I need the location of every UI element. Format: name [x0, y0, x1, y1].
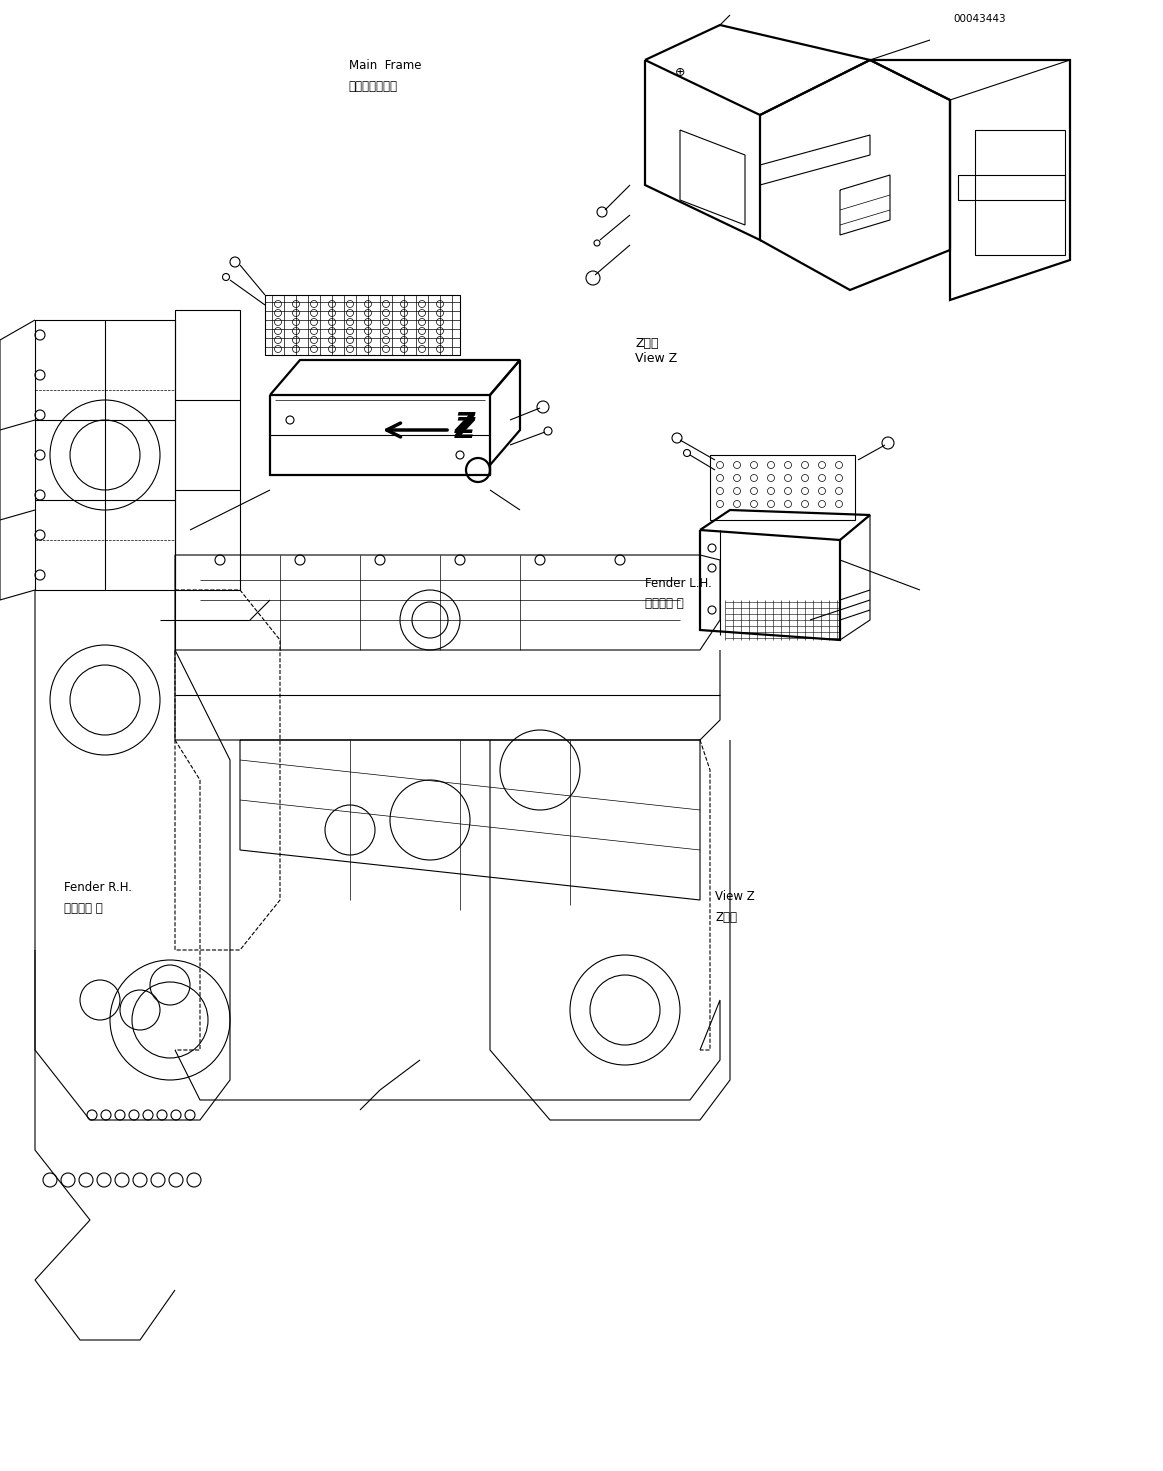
Text: Z　視: Z 視 [635, 337, 658, 350]
Text: ⊕: ⊕ [675, 66, 685, 78]
Text: Fender R.H.: Fender R.H. [64, 881, 131, 894]
Text: フェンダ 右: フェンダ 右 [64, 902, 102, 915]
Text: Fender L.H.: Fender L.H. [645, 577, 712, 590]
Text: View Z: View Z [635, 352, 677, 365]
Text: Z: Z [455, 410, 476, 438]
Text: Z　視: Z 視 [715, 911, 737, 924]
Text: View Z: View Z [715, 890, 755, 903]
Text: Z: Z [455, 416, 476, 444]
Text: 00043443: 00043443 [954, 13, 1006, 24]
Text: Main  Frame: Main Frame [349, 59, 421, 72]
Text: メインフレーム: メインフレーム [349, 79, 398, 93]
Text: フェンダ 左: フェンダ 左 [645, 597, 684, 610]
